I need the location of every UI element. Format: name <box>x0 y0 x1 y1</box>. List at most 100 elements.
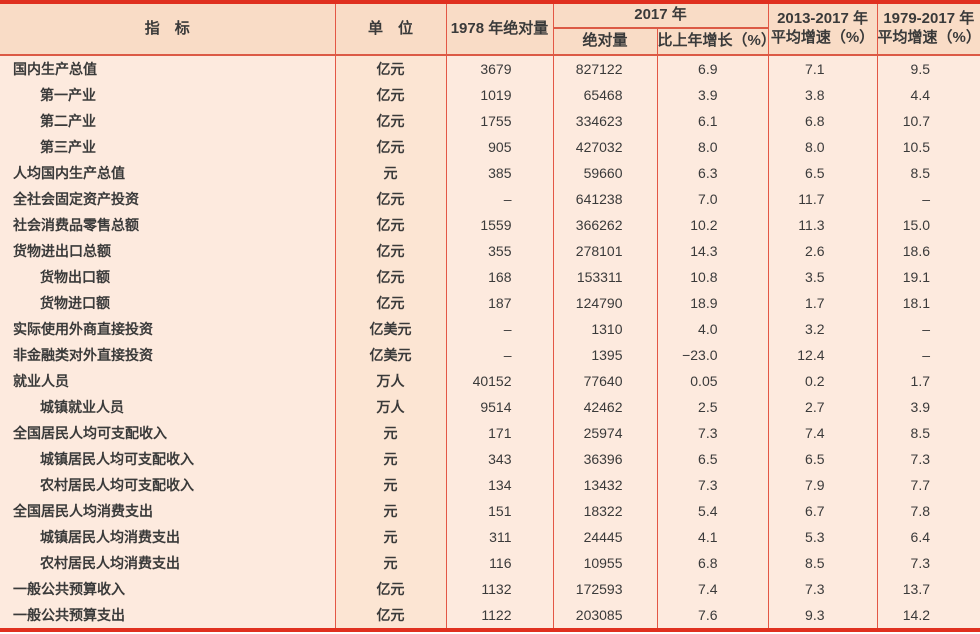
avg-2013-2017-cell: 7.9 <box>767 472 878 498</box>
avg-1979-2017-cell: 3.9 <box>876 394 980 420</box>
avg-2013-2017-cell: 5.3 <box>767 524 878 550</box>
indicator-label: 非金融类对外直接投资 <box>0 342 335 368</box>
value-2017-cell: 13432 <box>552 472 657 498</box>
table-row: 第一产业 亿元 1019 65468 3.9 3.8 4.4 <box>0 82 980 108</box>
value-1978-cell: 9514 <box>445 394 553 420</box>
value-2017-cell: 366262 <box>552 212 657 238</box>
avg-2013-2017-cell: 6.5 <box>767 446 878 472</box>
indicator-label: 全社会固定资产投资 <box>0 186 335 212</box>
unit-cell: 元 <box>334 498 446 524</box>
value-1978-cell: 187 <box>445 290 553 316</box>
growth-2017-cell: 5.4 <box>656 498 769 524</box>
table-row: 货物出口额 亿元 168 153311 10.8 3.5 19.1 <box>0 264 980 290</box>
table-row: 农村居民人均可支配收入 元 134 13432 7.3 7.9 7.7 <box>0 472 980 498</box>
value-1978-cell: 343 <box>445 446 553 472</box>
value-1978-cell: 1755 <box>445 108 553 134</box>
growth-2017-cell: 7.4 <box>656 576 769 602</box>
avg-2013-2017-cell: 6.7 <box>767 498 878 524</box>
unit-cell: 亿美元 <box>334 342 446 368</box>
growth-2017-cell: 2.5 <box>656 394 769 420</box>
avg-2013-2017-cell: 2.7 <box>767 394 878 420</box>
avg-1979-2017-cell: 10.5 <box>876 134 980 160</box>
indicator-label: 城镇就业人员 <box>0 394 335 420</box>
value-2017-cell: 153311 <box>552 264 657 290</box>
table-row: 全社会固定资产投资 亿元 – 641238 7.0 11.7 – <box>0 186 980 212</box>
unit-cell: 亿元 <box>334 134 446 160</box>
avg-1979-2017-cell: – <box>876 186 980 212</box>
avg-1979-2017-cell: 14.2 <box>876 602 980 630</box>
header-2013-2017-line2: 平均增速（%） <box>770 29 875 46</box>
table-row: 第三产业 亿元 905 427032 8.0 8.0 10.5 <box>0 134 980 160</box>
value-1978-cell: 1122 <box>445 602 553 630</box>
growth-2017-cell: 7.6 <box>656 602 769 630</box>
avg-1979-2017-cell: – <box>876 316 980 342</box>
header-indicator: 指 标 <box>0 2 335 55</box>
table-row: 货物进口额 亿元 187 124790 18.9 1.7 18.1 <box>0 290 980 316</box>
avg-1979-2017-cell: 9.5 <box>876 54 980 82</box>
growth-2017-cell: 7.3 <box>656 420 769 446</box>
growth-2017-cell: 6.1 <box>656 108 769 134</box>
value-1978-cell: 1559 <box>445 212 553 238</box>
table-row: 实际使用外商直接投资 亿美元 – 1310 4.0 3.2 – <box>0 316 980 342</box>
table-row: 全国居民人均消费支出 元 151 18322 5.4 6.7 7.8 <box>0 498 980 524</box>
indicator-label: 实际使用外商直接投资 <box>0 316 335 342</box>
growth-2017-cell: 8.0 <box>656 134 769 160</box>
indicator-label: 就业人员 <box>0 368 335 394</box>
unit-cell: 亿元 <box>334 212 446 238</box>
table-body: 国内生产总值 亿元 3679 827122 6.9 7.1 9.5 第一产业 亿… <box>0 54 980 630</box>
value-2017-cell: 1310 <box>552 316 657 342</box>
table-row: 非金融类对外直接投资 亿美元 – 1395 −23.0 12.4 – <box>0 342 980 368</box>
value-1978-cell: – <box>445 342 553 368</box>
value-1978-cell: 40152 <box>445 368 553 394</box>
avg-1979-2017-cell: 7.8 <box>876 498 980 524</box>
avg-1979-2017-cell: 7.3 <box>876 550 980 576</box>
avg-1979-2017-cell: 15.0 <box>876 212 980 238</box>
avg-1979-2017-cell: 7.3 <box>876 446 980 472</box>
unit-cell: 元 <box>334 524 446 550</box>
indicator-label: 人均国内生产总值 <box>0 160 335 186</box>
unit-cell: 亿元 <box>334 264 446 290</box>
indicator-label: 社会消费品零售总额 <box>0 212 335 238</box>
avg-1979-2017-cell: 18.6 <box>876 238 980 264</box>
growth-2017-cell: 4.0 <box>656 316 769 342</box>
avg-2013-2017-cell: 0.2 <box>767 368 878 394</box>
avg-1979-2017-cell: 8.5 <box>876 420 980 446</box>
header-1978-absolute: 1978 年绝对量 <box>445 2 553 55</box>
avg-2013-2017-cell: 9.3 <box>767 602 878 630</box>
avg-2013-2017-cell: 2.6 <box>767 238 878 264</box>
table-header: 指 标 单 位 1978 年绝对量 2017 年 2013-2017 年 平均增… <box>0 2 980 55</box>
avg-2013-2017-cell: 8.5 <box>767 550 878 576</box>
growth-2017-cell: 6.9 <box>656 54 769 82</box>
value-2017-cell: 42462 <box>552 394 657 420</box>
growth-2017-cell: 3.9 <box>656 82 769 108</box>
value-2017-cell: 1395 <box>552 342 657 368</box>
avg-2013-2017-cell: 11.3 <box>767 212 878 238</box>
indicator-label: 一般公共预算收入 <box>0 576 335 602</box>
unit-cell: 元 <box>334 446 446 472</box>
indicator-label: 城镇居民人均消费支出 <box>0 524 335 550</box>
avg-2013-2017-cell: 12.4 <box>767 342 878 368</box>
avg-1979-2017-cell: 6.4 <box>876 524 980 550</box>
indicator-label: 全国居民人均消费支出 <box>0 498 335 524</box>
indicator-label: 国内生产总值 <box>0 54 335 82</box>
growth-2017-cell: 10.2 <box>656 212 769 238</box>
value-1978-cell: 355 <box>445 238 553 264</box>
unit-cell: 元 <box>334 550 446 576</box>
unit-cell: 亿元 <box>334 82 446 108</box>
table-row: 城镇居民人均消费支出 元 311 24445 4.1 5.3 6.4 <box>0 524 980 550</box>
header-1979-2017-line1: 1979-2017 年 <box>883 10 975 28</box>
indicator-label: 一般公共预算支出 <box>0 602 335 630</box>
value-2017-cell: 641238 <box>552 186 657 212</box>
value-1978-cell: 1132 <box>445 576 553 602</box>
value-1978-cell: – <box>445 186 553 212</box>
avg-1979-2017-cell: – <box>876 342 980 368</box>
avg-2013-2017-cell: 7.1 <box>767 54 878 82</box>
value-2017-cell: 203085 <box>552 602 657 630</box>
value-2017-cell: 24445 <box>552 524 657 550</box>
value-1978-cell: – <box>445 316 553 342</box>
header-2013-2017-line1: 2013-2017 年 <box>777 10 868 28</box>
table-row: 城镇居民人均可支配收入 元 343 36396 6.5 6.5 7.3 <box>0 446 980 472</box>
avg-1979-2017-cell: 8.5 <box>876 160 980 186</box>
